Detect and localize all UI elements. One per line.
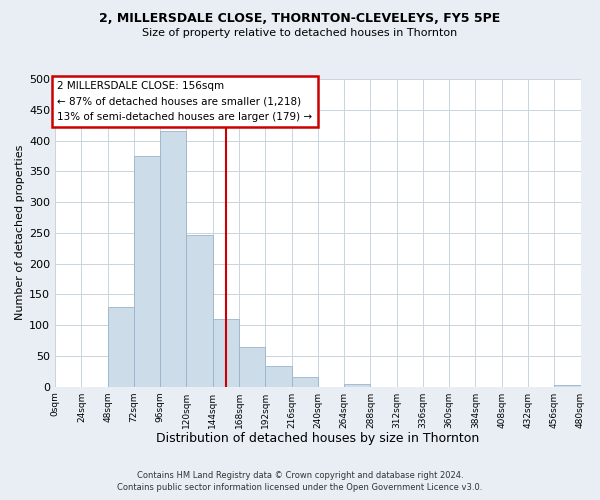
Bar [292, 378, 318, 386]
Bar [107, 306, 134, 386]
Text: 2, MILLERSDALE CLOSE, THORNTON-CLEVELEYS, FY5 5PE: 2, MILLERSDALE CLOSE, THORNTON-CLEVELEYS… [100, 12, 500, 26]
Bar [187, 234, 213, 386]
Bar [239, 346, 265, 387]
Bar [134, 156, 160, 386]
Y-axis label: Number of detached properties: Number of detached properties [15, 145, 25, 320]
Text: Size of property relative to detached houses in Thornton: Size of property relative to detached ho… [142, 28, 458, 38]
Bar [160, 132, 187, 386]
Bar [265, 366, 292, 386]
Text: Contains public sector information licensed under the Open Government Licence v3: Contains public sector information licen… [118, 484, 482, 492]
X-axis label: Distribution of detached houses by size in Thornton: Distribution of detached houses by size … [156, 432, 479, 445]
Text: 2 MILLERSDALE CLOSE: 156sqm
← 87% of detached houses are smaller (1,218)
13% of : 2 MILLERSDALE CLOSE: 156sqm ← 87% of det… [58, 81, 313, 122]
Bar [344, 384, 370, 386]
Text: Contains HM Land Registry data © Crown copyright and database right 2024.: Contains HM Land Registry data © Crown c… [137, 471, 463, 480]
Bar [213, 319, 239, 386]
